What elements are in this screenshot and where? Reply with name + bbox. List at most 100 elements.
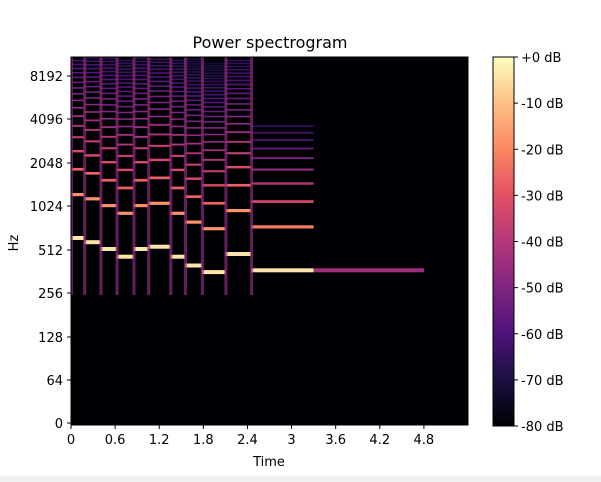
harmonic-band xyxy=(71,136,85,139)
harmonic-band xyxy=(185,71,202,73)
harmonic-band xyxy=(133,204,149,208)
harmonic-band xyxy=(148,95,171,98)
harmonic-band xyxy=(71,150,85,153)
harmonic-band xyxy=(170,118,185,120)
harmonic-band xyxy=(225,79,252,82)
harmonic-band xyxy=(185,163,202,166)
harmonic-band xyxy=(84,111,101,113)
harmonic-band xyxy=(201,121,226,123)
y-tick-label: 64 xyxy=(46,374,63,389)
harmonic-band xyxy=(170,168,185,172)
harmonic-band xyxy=(84,140,101,143)
window-bottom-strip xyxy=(0,476,601,482)
harmonic-band xyxy=(201,80,226,83)
harmonic-band xyxy=(100,118,117,120)
harmonic-band xyxy=(84,91,101,93)
harmonic-band xyxy=(100,126,117,129)
y-tick-label: 512 xyxy=(38,244,63,259)
harmonic-band xyxy=(251,147,314,150)
harmonic-band xyxy=(225,68,252,71)
onset-transient xyxy=(250,57,254,295)
harmonic-band xyxy=(116,78,134,81)
x-tick-label: 0.6 xyxy=(105,433,126,448)
chart-title: Power spectrogram xyxy=(192,33,347,52)
harmonic-band xyxy=(201,170,226,173)
harmonic-band xyxy=(116,59,134,62)
harmonic-band xyxy=(185,220,202,224)
harmonic-band xyxy=(100,147,117,150)
harmonic-band xyxy=(133,67,149,69)
harmonic-band xyxy=(100,110,117,113)
colorbar-tick-label: -40 dB xyxy=(521,236,564,251)
harmonic-band xyxy=(100,63,117,66)
harmonic-band xyxy=(84,240,101,245)
harmonic-band xyxy=(251,139,314,141)
colorbar-tick-label: -80 dB xyxy=(521,420,564,435)
harmonic-band xyxy=(201,227,226,231)
harmonic-band xyxy=(201,149,226,152)
harmonic-band xyxy=(201,141,226,143)
harmonic-band xyxy=(84,172,101,175)
harmonic-band xyxy=(133,247,149,251)
harmonic-band xyxy=(84,57,101,59)
harmonic-band xyxy=(116,168,134,172)
y-axis-label: Hz xyxy=(7,235,22,252)
harmonic-band xyxy=(84,80,101,83)
harmonic-band xyxy=(84,197,101,201)
harmonic-band xyxy=(225,140,252,143)
harmonic-band xyxy=(116,95,134,97)
harmonic-band xyxy=(148,133,171,136)
harmonic-band xyxy=(116,71,134,74)
harmonic-band xyxy=(185,99,202,101)
harmonic-band xyxy=(148,80,171,83)
y-tick-label: 1024 xyxy=(30,200,63,215)
harmonic-band xyxy=(71,115,85,118)
harmonic-band xyxy=(116,100,134,102)
harmonic-band xyxy=(148,158,171,162)
x-axis-label: Time xyxy=(252,455,285,470)
harmonic-band xyxy=(71,236,85,240)
harmonic-band xyxy=(71,99,85,102)
harmonic-band xyxy=(201,67,226,69)
harmonic-band xyxy=(225,123,252,125)
harmonic-band xyxy=(251,225,314,229)
harmonic-band xyxy=(71,167,85,171)
harmonic-band xyxy=(116,143,134,146)
harmonic-band xyxy=(133,63,149,66)
harmonic-band xyxy=(100,60,117,63)
harmonic-band xyxy=(170,154,185,157)
harmonic-band xyxy=(170,95,185,97)
harmonic-band xyxy=(185,177,202,180)
colorbar-tick-label: -20 dB xyxy=(521,143,564,158)
harmonic-band xyxy=(185,63,202,65)
harmonic-band xyxy=(170,90,185,93)
harmonic-band xyxy=(201,93,226,96)
harmonic-band xyxy=(201,77,226,80)
harmonic-band xyxy=(251,132,314,134)
harmonic-band xyxy=(116,82,134,84)
harmonic-band xyxy=(185,58,202,60)
decay-tail xyxy=(313,268,424,273)
y-tick-label: 8192 xyxy=(30,70,63,85)
harmonic-band xyxy=(116,62,134,64)
harmonic-band xyxy=(116,74,134,77)
harmonic-band xyxy=(148,144,171,147)
colorbar-tick-label: -10 dB xyxy=(521,97,564,112)
harmonic-band xyxy=(148,85,171,87)
harmonic-band xyxy=(116,186,134,190)
harmonic-band xyxy=(71,63,85,66)
harmonic-band xyxy=(185,87,202,89)
harmonic-band xyxy=(133,126,149,129)
harmonic-band xyxy=(170,125,185,128)
harmonic-band xyxy=(71,67,85,70)
harmonic-band xyxy=(201,201,226,205)
onset-transient xyxy=(99,57,103,295)
harmonic-band xyxy=(170,82,185,84)
harmonic-band xyxy=(100,70,117,73)
harmonic-band xyxy=(84,67,101,70)
y-tick-label: 0 xyxy=(55,417,63,432)
harmonic-band xyxy=(133,87,149,90)
harmonic-band xyxy=(116,211,134,215)
harmonic-band xyxy=(71,124,85,127)
colorbar-tick-label: -50 dB xyxy=(521,282,564,297)
